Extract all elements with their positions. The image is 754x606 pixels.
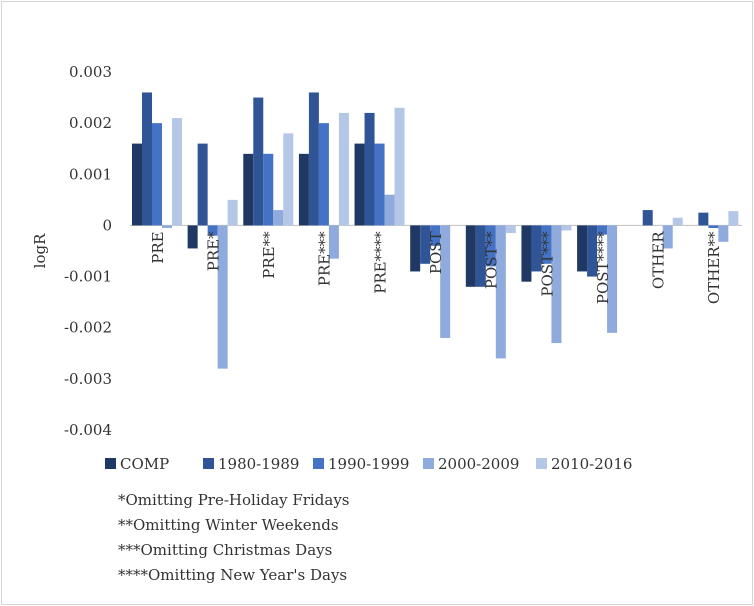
legend-swatch <box>313 458 324 469</box>
category-label: PRE** <box>260 231 278 279</box>
bar-2000-2009-OTHER** <box>718 225 729 242</box>
bar-1990-1999-POST*** <box>541 225 552 264</box>
legend-swatch <box>536 458 547 469</box>
bar-1990-1999-PRE** <box>263 153 274 226</box>
bar-1980-1989-POST*** <box>531 225 542 272</box>
footnote: **Omitting Winter Weekends <box>118 516 339 534</box>
category-label: PRE*** <box>316 231 334 286</box>
bar-2000-2009-POST <box>440 225 451 338</box>
category-label: POST**** <box>594 231 612 304</box>
y-tick-label: -0.002 <box>64 319 112 337</box>
category-label: PRE <box>149 231 167 263</box>
bar-2010-2016-POST*** <box>561 225 572 231</box>
y-tick-label: 0.002 <box>69 114 112 132</box>
bar-2010-2016-PRE* <box>227 199 238 226</box>
category-label: PRE**** <box>371 231 389 294</box>
bar-2010-2016-OTHER** <box>728 211 739 226</box>
bar-COMP-PRE* <box>187 225 198 249</box>
bar-COMP-POST*** <box>521 225 532 282</box>
y-axis-ticks: 0.003 0.002 0.001 0 -0.001 -0.002 -0.003 -0.004 <box>64 63 112 439</box>
footnote: *Omitting Pre-Holiday Fridays <box>118 491 350 509</box>
footnotes: *Omitting Pre-Holiday Fridays **Omitting… <box>118 488 350 588</box>
category-label: OTHER** <box>705 231 723 304</box>
category-label: PRE* <box>204 231 222 271</box>
y-tick-label: 0.003 <box>69 63 112 81</box>
bar-2000-2009-PRE** <box>273 210 284 226</box>
bar-1990-1999-PRE* <box>207 225 218 236</box>
legend-label: 2010-2016 <box>551 455 632 473</box>
bar-2010-2016-PRE** <box>283 133 294 226</box>
bar-1990-1999-POST**** <box>597 225 608 235</box>
legend: COMP 1980-1989 1990-1999 2000-2009 2010-2016 <box>105 455 632 473</box>
bar-2000-2009-PRE*** <box>328 225 339 259</box>
bars <box>132 92 739 369</box>
y-tick-label: 0.001 <box>69 165 112 183</box>
legend-label: 1980-1989 <box>218 455 299 473</box>
footnote: ***Omitting Christmas Days <box>118 541 333 559</box>
bar-1990-1999-POST** <box>485 225 496 267</box>
y-tick-label: 0 <box>102 216 112 234</box>
legend-label: 1990-1999 <box>328 455 409 473</box>
bar-1980-1989-PRE** <box>253 97 264 226</box>
bar-2000-2009-PRE <box>162 225 172 228</box>
bar-2000-2009-POST*** <box>551 225 562 344</box>
bar-1980-1989-PRE**** <box>364 112 375 226</box>
legend-label: COMP <box>120 455 169 473</box>
bar-1990-1999-PRE <box>152 123 162 226</box>
category-label: POST <box>427 231 445 274</box>
legend-label: 2000-2009 <box>438 455 519 473</box>
bar-2010-2016-PRE**** <box>394 107 405 226</box>
bar-COMP-POST <box>410 225 421 272</box>
bar-2010-2016-POST** <box>505 225 516 234</box>
legend-item: 1980-1989 <box>203 455 299 473</box>
legend-item: COMP <box>105 455 169 473</box>
bar-1990-1999-PRE*** <box>318 123 329 226</box>
legend-swatch <box>203 458 214 469</box>
bar-1980-1989-PRE* <box>197 143 208 226</box>
bar-1980-1989-PRE <box>142 92 152 226</box>
bar-2000-2009-POST**** <box>607 225 618 333</box>
bar-2010-2016-PRE <box>172 118 182 226</box>
bar-2000-2009-PRE* <box>217 225 228 369</box>
category-label: OTHER <box>650 231 668 289</box>
bar-1990-1999-PRE**** <box>374 143 385 226</box>
bar-1990-1999-POST <box>430 225 441 246</box>
y-tick-label: -0.003 <box>64 370 112 388</box>
bar-1990-1999-OTHER** <box>708 225 719 228</box>
bar-COMP-PRE** <box>243 153 254 226</box>
bar-COMP-PRE*** <box>298 153 309 226</box>
legend-swatch <box>105 458 116 469</box>
bar-COMP-POST** <box>465 225 476 287</box>
category-label: POST** <box>483 231 501 289</box>
bar-1980-1989-OTHER** <box>698 212 709 226</box>
category-label: POST*** <box>538 231 556 297</box>
bar-2000-2009-OTHER <box>662 225 673 249</box>
bar-COMP-POST**** <box>577 225 588 272</box>
legend-swatch <box>423 458 434 469</box>
bar-1980-1989-POST**** <box>587 225 598 277</box>
bar-COMP-PRE <box>132 143 142 226</box>
y-tick-label: -0.001 <box>64 268 112 286</box>
legend-item: 2000-2009 <box>423 455 519 473</box>
footnote: ****Omitting New Year's Days <box>118 566 348 584</box>
y-axis-title: logR <box>31 233 49 268</box>
bar-COMP-PRE**** <box>354 143 365 226</box>
bar-1980-1989-POST** <box>475 225 486 287</box>
category-labels: PRE PRE* PRE** PRE*** PRE**** POST POST** POST*… <box>149 231 723 304</box>
legend-item: 2010-2016 <box>536 455 632 473</box>
bar-1980-1989-OTHER <box>642 210 653 226</box>
bar-2000-2009-PRE**** <box>384 194 395 226</box>
bar-1980-1989-PRE*** <box>308 92 319 226</box>
y-tick-label: -0.004 <box>64 421 112 439</box>
legend-item: 1990-1999 <box>313 455 409 473</box>
bar-2010-2016-OTHER <box>672 217 683 226</box>
bar-1980-1989-POST <box>420 225 431 264</box>
bar-2010-2016-PRE*** <box>338 112 349 226</box>
bar-2000-2009-POST** <box>495 225 506 359</box>
